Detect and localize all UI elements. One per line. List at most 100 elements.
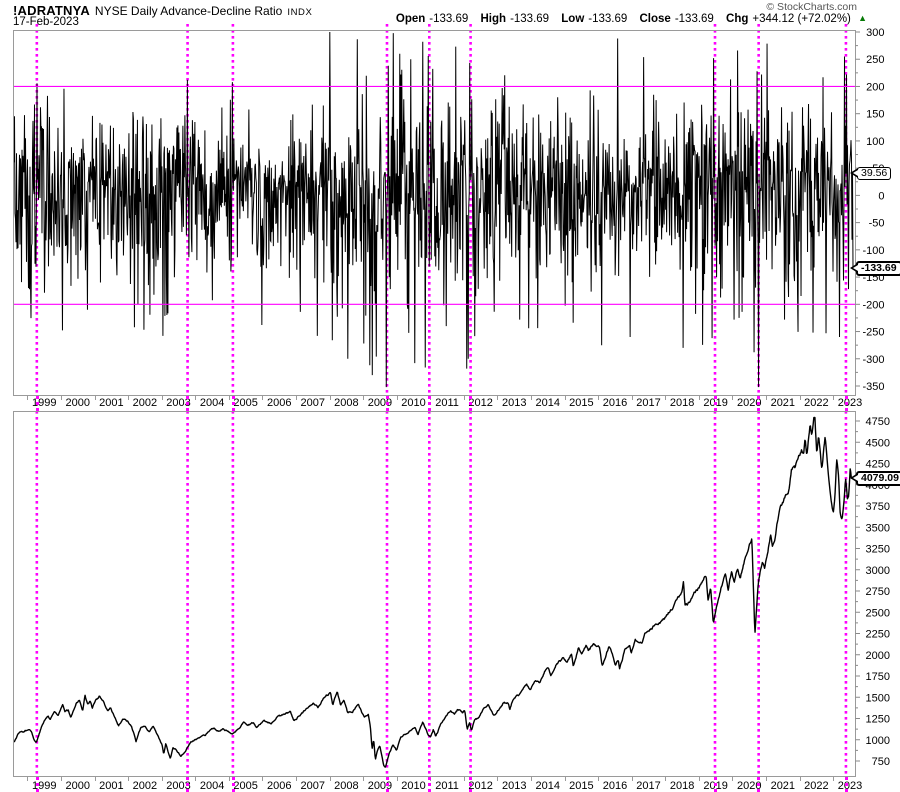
event-vline-tick xyxy=(186,402,190,405)
event-vline-tick xyxy=(35,789,39,792)
open-value: -133.69 xyxy=(429,13,469,25)
y-tick-label: 3000 xyxy=(866,565,890,577)
high-label: High xyxy=(480,13,507,25)
y-tick-label: 750 xyxy=(872,756,890,768)
close-label: Close xyxy=(639,13,671,25)
x-tick-label: 2001 xyxy=(99,780,124,792)
event-vline-tick xyxy=(35,783,39,786)
panel-border xyxy=(13,411,856,777)
y-tick-label: 4500 xyxy=(866,437,890,449)
y-tick-label: 2750 xyxy=(866,586,890,598)
event-vline-tick xyxy=(231,783,235,786)
y-tick-label: 2500 xyxy=(866,607,890,619)
year-boundary-tick xyxy=(766,777,768,781)
high-value: -133.69 xyxy=(510,13,550,25)
year-boundary-tick xyxy=(60,396,62,400)
x-tick-label: 2006 xyxy=(266,397,292,409)
y-tick-label: 300 xyxy=(866,27,884,39)
chg-value: +344.12 (+72.02%) xyxy=(752,13,851,25)
year-boundary-tick xyxy=(128,777,130,781)
y-tick-label: 150 xyxy=(866,109,884,121)
event-vline-tick xyxy=(427,408,431,411)
year-boundary-tick xyxy=(665,396,667,400)
open-label: Open xyxy=(395,13,426,25)
event-vline-tick xyxy=(385,402,389,405)
x-tick-label: 2009 xyxy=(367,397,393,409)
event-vline-tick xyxy=(757,408,761,411)
event-vline-tick xyxy=(469,783,473,786)
year-boundary-tick xyxy=(128,396,130,400)
x-tick-label: 2005 xyxy=(233,780,258,792)
x-tick-label: 2017 xyxy=(636,780,661,792)
year-boundary-tick xyxy=(27,396,29,400)
x-tick-label: 2011 xyxy=(435,397,459,409)
y-tick-label: -250 xyxy=(862,327,884,339)
year-boundary-tick xyxy=(698,777,700,781)
event-vline-tick xyxy=(844,402,848,405)
event-vline-tick xyxy=(186,783,190,786)
event-vline-tick xyxy=(844,396,848,399)
year-boundary-tick xyxy=(295,777,297,781)
event-vline-tick xyxy=(186,777,190,780)
advance-decline-ratio-panel: 300250200150100500-50-100-150-200-250-30… xyxy=(13,24,885,396)
year-boundary-tick xyxy=(833,396,835,400)
x-tick-label: 2006 xyxy=(266,780,292,792)
event-vline-tick xyxy=(231,396,235,399)
event-vline-tick xyxy=(186,789,190,792)
copyright-text: © StockCharts.com xyxy=(766,1,857,13)
y-tick-label: 2250 xyxy=(866,629,890,641)
y-tick-label: 250 xyxy=(866,54,884,66)
year-boundary-tick xyxy=(598,396,600,400)
year-boundary-tick xyxy=(564,396,566,400)
event-vline-tick xyxy=(844,789,848,792)
close-value: -133.69 xyxy=(674,13,714,25)
year-boundary-tick xyxy=(27,777,29,781)
event-vline-tick xyxy=(231,777,235,780)
x-axis-bottom: 1999 2000 2001 2002 2003 2004 2005 2006 2007 2008… xyxy=(0,777,900,792)
y-tick-label: -50 xyxy=(869,218,885,230)
x-tick-label: 2011 xyxy=(435,780,459,792)
x-tick-label: 2021 xyxy=(770,397,796,409)
x-tick-label: 2018 xyxy=(669,397,695,409)
x-tick-label: 2019 xyxy=(703,780,728,792)
year-boundary-tick xyxy=(463,396,465,400)
year-boundary-tick xyxy=(295,396,297,400)
year-boundary-tick xyxy=(598,777,600,781)
x-tick-label: 2012 xyxy=(468,780,493,792)
x-tick-label: 2016 xyxy=(602,397,628,409)
x-tick-label: 2007 xyxy=(300,397,326,409)
x-tick-label: 2017 xyxy=(636,397,661,409)
x-tick-label: 2014 xyxy=(535,397,561,409)
x-tick-label: 2021 xyxy=(770,780,796,792)
year-boundary-tick xyxy=(463,777,465,781)
x-tick-label: 1999 xyxy=(31,397,57,409)
y-tick-label: -350 xyxy=(862,381,884,393)
y-tick-label: -200 xyxy=(862,299,884,311)
event-vline-tick xyxy=(35,402,39,405)
x-tick-label: 2002 xyxy=(132,780,158,792)
x-tick-label: 2020 xyxy=(736,397,762,409)
event-vline-tick xyxy=(385,408,389,411)
x-tick-label: 2008 xyxy=(334,780,359,792)
y-tick-label: 4250 xyxy=(866,459,890,471)
year-boundary-tick xyxy=(531,396,532,400)
y-tick-label: 1750 xyxy=(866,671,890,683)
x-tick-label: 2015 xyxy=(569,397,594,409)
event-vline-tick xyxy=(757,777,761,780)
x-tick-label: 2015 xyxy=(569,780,594,792)
year-boundary-tick xyxy=(564,777,566,781)
year-boundary-tick xyxy=(329,396,331,400)
x-tick-label: 2022 xyxy=(804,397,829,409)
x-tick-label: 2004 xyxy=(199,780,225,792)
event-vline-tick xyxy=(186,408,190,411)
y-tick-label: 0 xyxy=(878,190,884,202)
lower-panel-last-value-box: 4079.09 xyxy=(850,470,900,486)
event-vline-tick xyxy=(427,789,431,792)
low-value: -133.69 xyxy=(588,13,628,25)
exchange-tag: INDX xyxy=(287,7,313,18)
year-boundary-tick xyxy=(195,396,197,400)
event-vline-tick xyxy=(469,402,473,405)
event-vline-tick xyxy=(231,402,235,405)
year-boundary-tick xyxy=(161,777,163,781)
